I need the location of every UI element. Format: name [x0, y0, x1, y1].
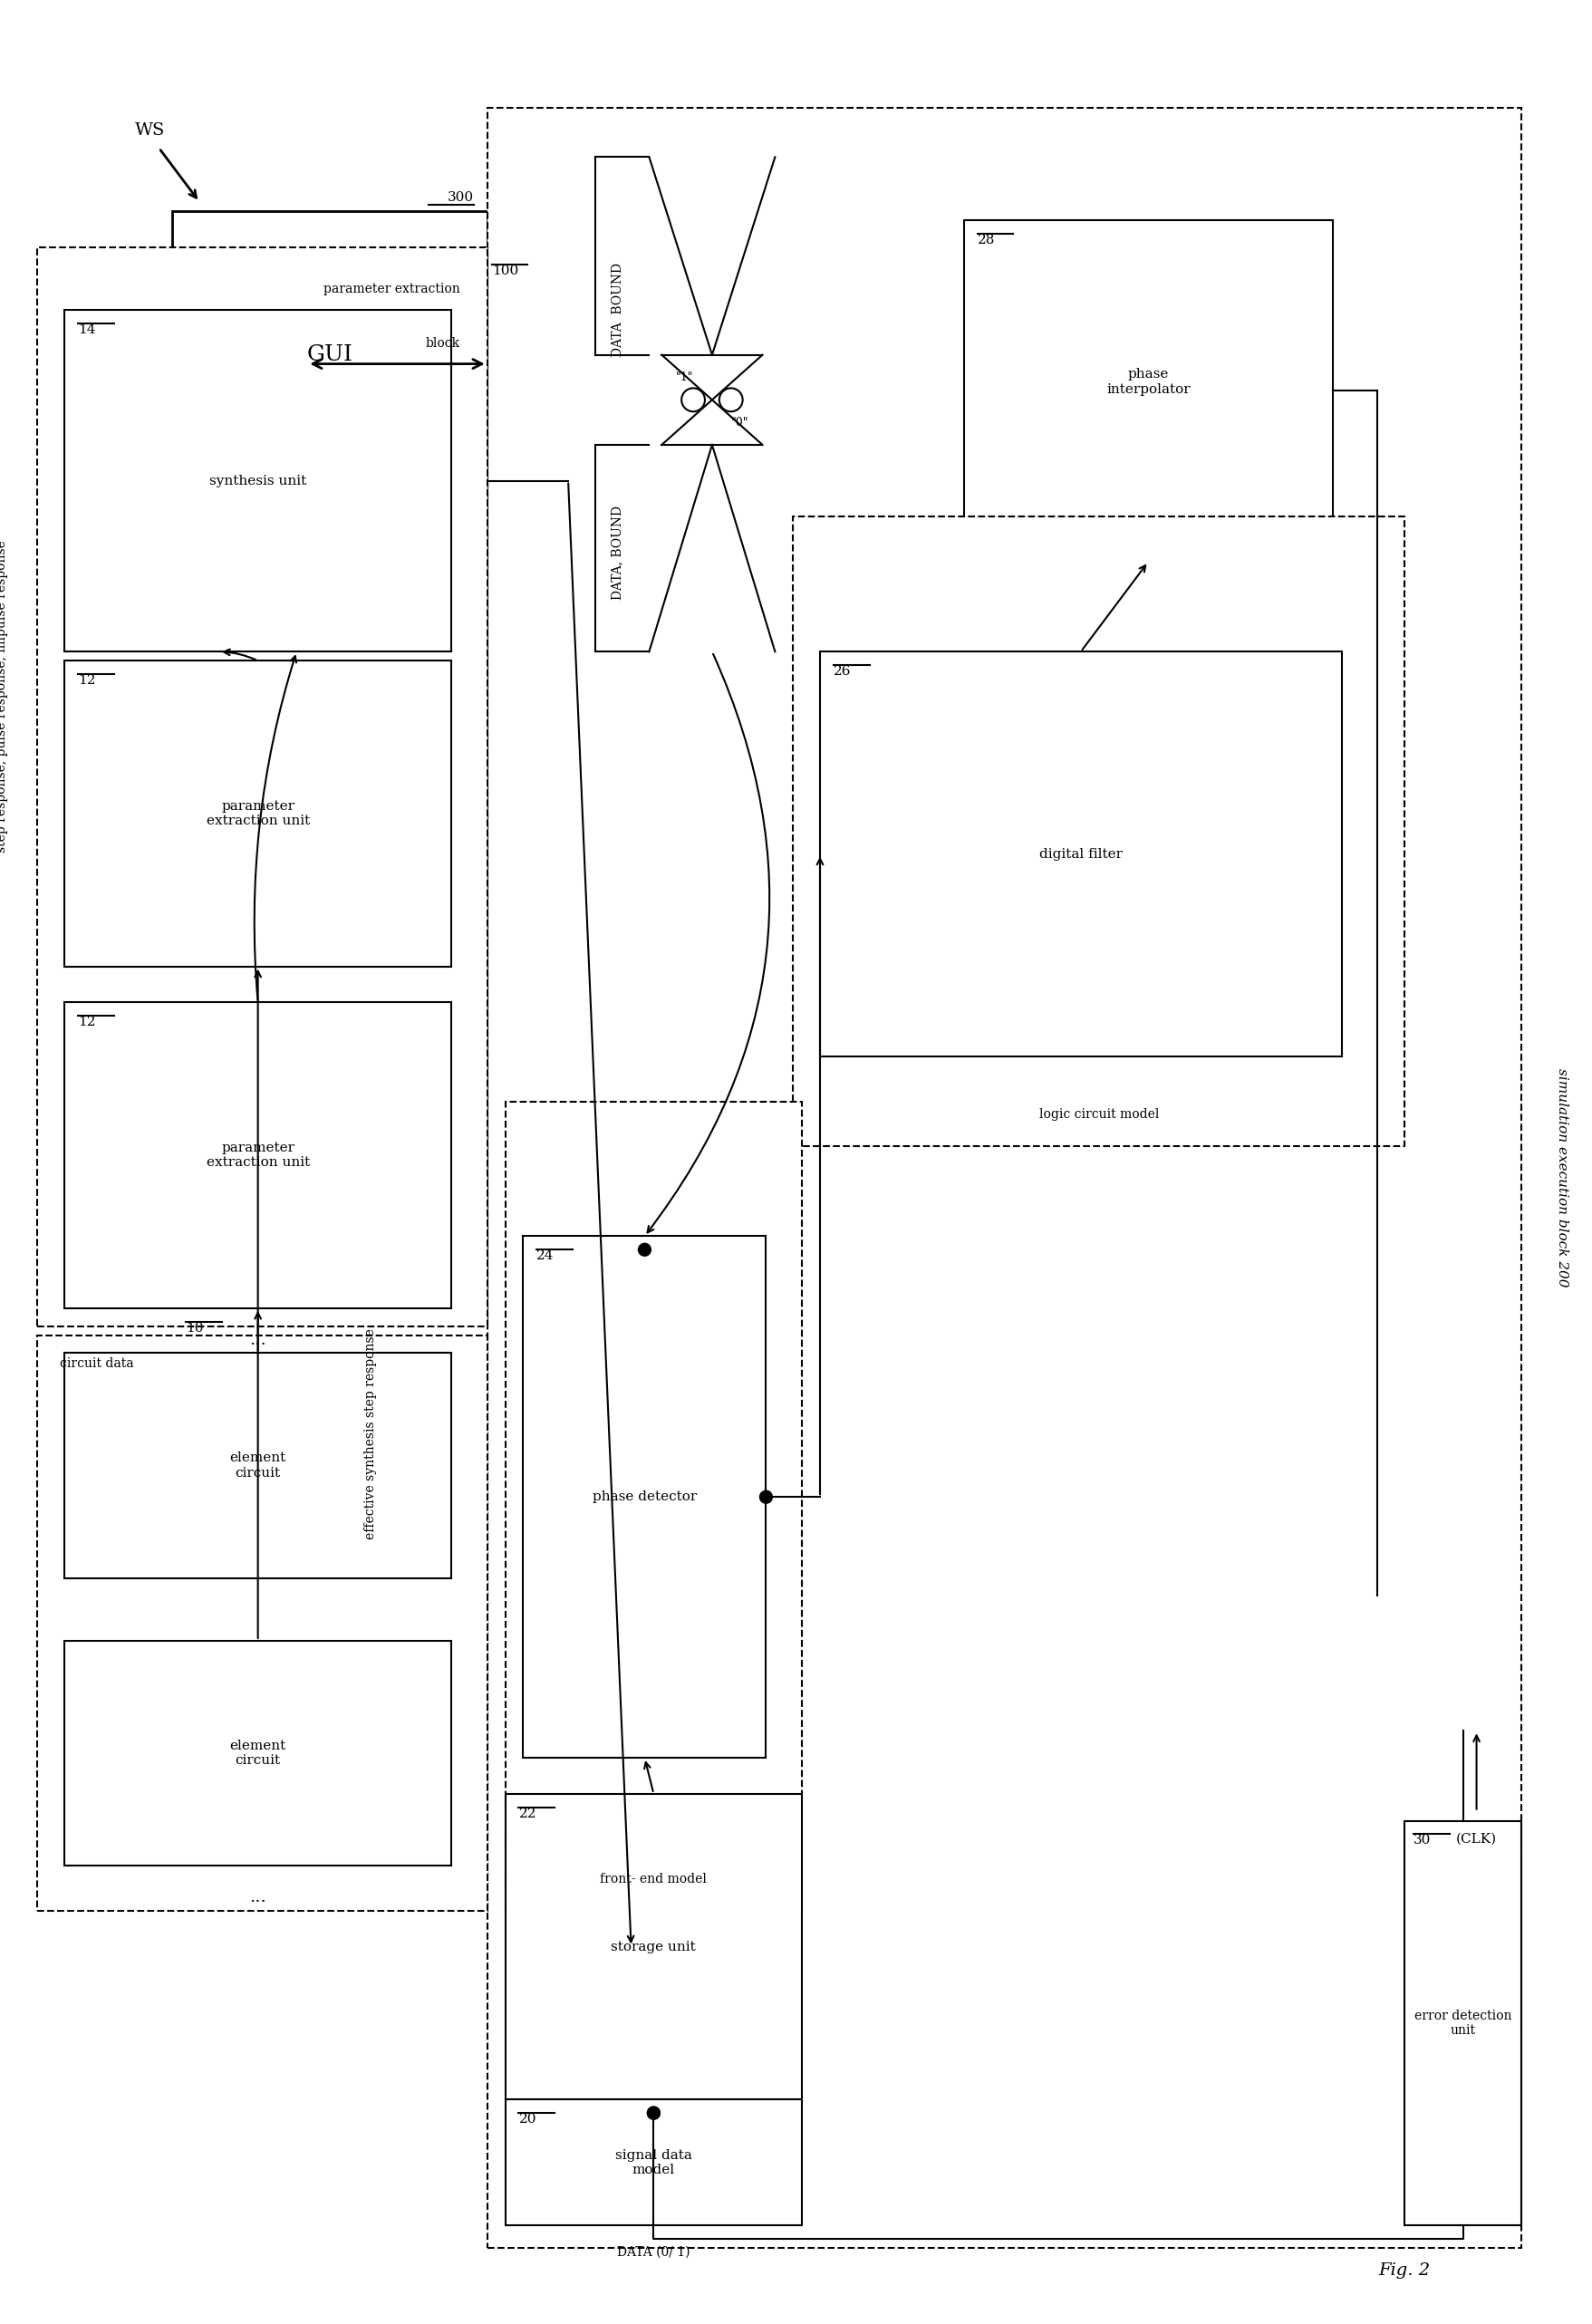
Bar: [1404, 1820, 1520, 2226]
Text: Fig. 2: Fig. 2: [1379, 2261, 1430, 2278]
Text: parameter extraction: parameter extraction: [323, 284, 460, 295]
Text: 100: 100: [492, 265, 517, 277]
Text: parameter
extraction unit: parameter extraction unit: [205, 799, 309, 827]
Bar: [65, 660, 451, 967]
Text: error detection
unit: error detection unit: [1414, 2010, 1511, 2036]
Bar: [522, 1236, 766, 1757]
Text: 24: 24: [537, 1250, 554, 1262]
Text: digital filter: digital filter: [1038, 848, 1122, 860]
Text: DATA, BOUND: DATA, BOUND: [611, 507, 624, 600]
Text: step response, pulse response, impulse response: step response, pulse response, impulse r…: [0, 541, 8, 853]
Circle shape: [646, 2108, 659, 2119]
Text: signal data
model: signal data model: [615, 2150, 691, 2175]
Text: 20: 20: [519, 2113, 537, 2126]
Text: DATA  BOUND: DATA BOUND: [611, 263, 624, 358]
Text: 10: 10: [186, 1322, 204, 1334]
Text: 26: 26: [833, 665, 850, 679]
Text: 30: 30: [1412, 1834, 1430, 1848]
Bar: [487, 107, 1520, 2247]
Text: 12: 12: [78, 674, 96, 688]
Text: "1": "1": [675, 372, 693, 383]
Text: element
circuit: element circuit: [229, 1452, 287, 1478]
Text: effective synthesis step response: effective synthesis step response: [365, 1329, 376, 1538]
Bar: [820, 651, 1340, 1057]
Text: synthesis unit: synthesis unit: [209, 474, 306, 488]
Text: GUI: GUI: [307, 344, 353, 365]
Circle shape: [638, 1243, 651, 1255]
Text: logic circuit model: logic circuit model: [1038, 1109, 1157, 1120]
Bar: [505, 2099, 801, 2226]
Bar: [65, 1353, 451, 1578]
Text: storage unit: storage unit: [611, 1941, 696, 1952]
Text: "0": "0": [731, 416, 748, 428]
Text: circuit data: circuit data: [60, 1357, 134, 1371]
Text: phase detector: phase detector: [592, 1490, 696, 1504]
Circle shape: [646, 2108, 659, 2119]
Text: ...: ...: [250, 1889, 266, 1906]
Bar: [793, 516, 1404, 1146]
Text: front- end model: front- end model: [600, 1873, 707, 1885]
Text: element
circuit: element circuit: [229, 1741, 287, 1766]
Circle shape: [720, 388, 742, 411]
Bar: [38, 1334, 487, 1910]
Bar: [38, 246, 487, 1327]
Text: block: block: [425, 337, 460, 349]
Bar: [65, 1641, 451, 1866]
Text: DATA (0/ 1): DATA (0/ 1): [616, 2245, 689, 2259]
Text: simulation execution block 200: simulation execution block 200: [1555, 1069, 1568, 1287]
Text: 12: 12: [78, 1016, 96, 1030]
Text: 22: 22: [519, 1808, 537, 1820]
Text: (CLK): (CLK): [1455, 1831, 1496, 1845]
Text: 28: 28: [977, 232, 995, 246]
Text: ...: ...: [250, 1332, 266, 1348]
Bar: [65, 309, 451, 651]
Bar: [505, 1102, 801, 1910]
Bar: [65, 1002, 451, 1308]
Text: 300: 300: [447, 191, 473, 205]
Circle shape: [759, 1490, 772, 1504]
Circle shape: [681, 388, 705, 411]
Text: parameter
extraction unit: parameter extraction unit: [205, 1141, 309, 1169]
Bar: [963, 221, 1333, 562]
Text: phase
interpolator: phase interpolator: [1106, 367, 1189, 395]
Bar: [505, 1794, 801, 2099]
Bar: [172, 211, 487, 516]
Text: WS: WS: [135, 121, 166, 137]
Text: 14: 14: [78, 323, 96, 337]
